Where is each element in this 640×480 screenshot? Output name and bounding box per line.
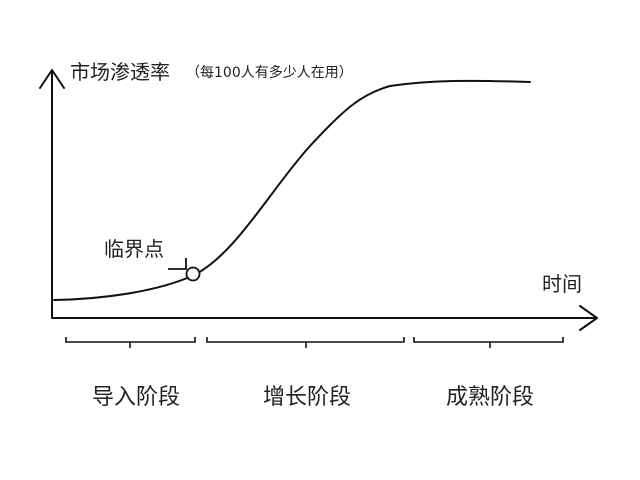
y-axis-title: 市场渗透率 — [70, 60, 170, 84]
stage-label-intro: 导入阶段 — [92, 385, 180, 410]
y-axis-subtitle: （每100人有多少人在用） — [186, 64, 353, 81]
critical-point-marker — [185, 266, 201, 282]
critical-point-label: 临界点 — [104, 237, 164, 261]
stage-bracket-mature — [413, 337, 564, 348]
x-axis-arrowhead-icon — [579, 305, 598, 331]
stage-bracket-growth — [206, 337, 405, 348]
y-axis-arrowhead-icon — [39, 69, 65, 89]
stage-label-growth: 增长阶段 — [263, 385, 351, 410]
stage-label-mature: 成熟阶段 — [446, 385, 534, 410]
x-axis-title: 时间 — [542, 272, 582, 296]
adoption-s-curve — [53, 79, 531, 301]
stage-bracket-intro — [65, 337, 196, 348]
critical-point-pointer — [168, 258, 187, 270]
